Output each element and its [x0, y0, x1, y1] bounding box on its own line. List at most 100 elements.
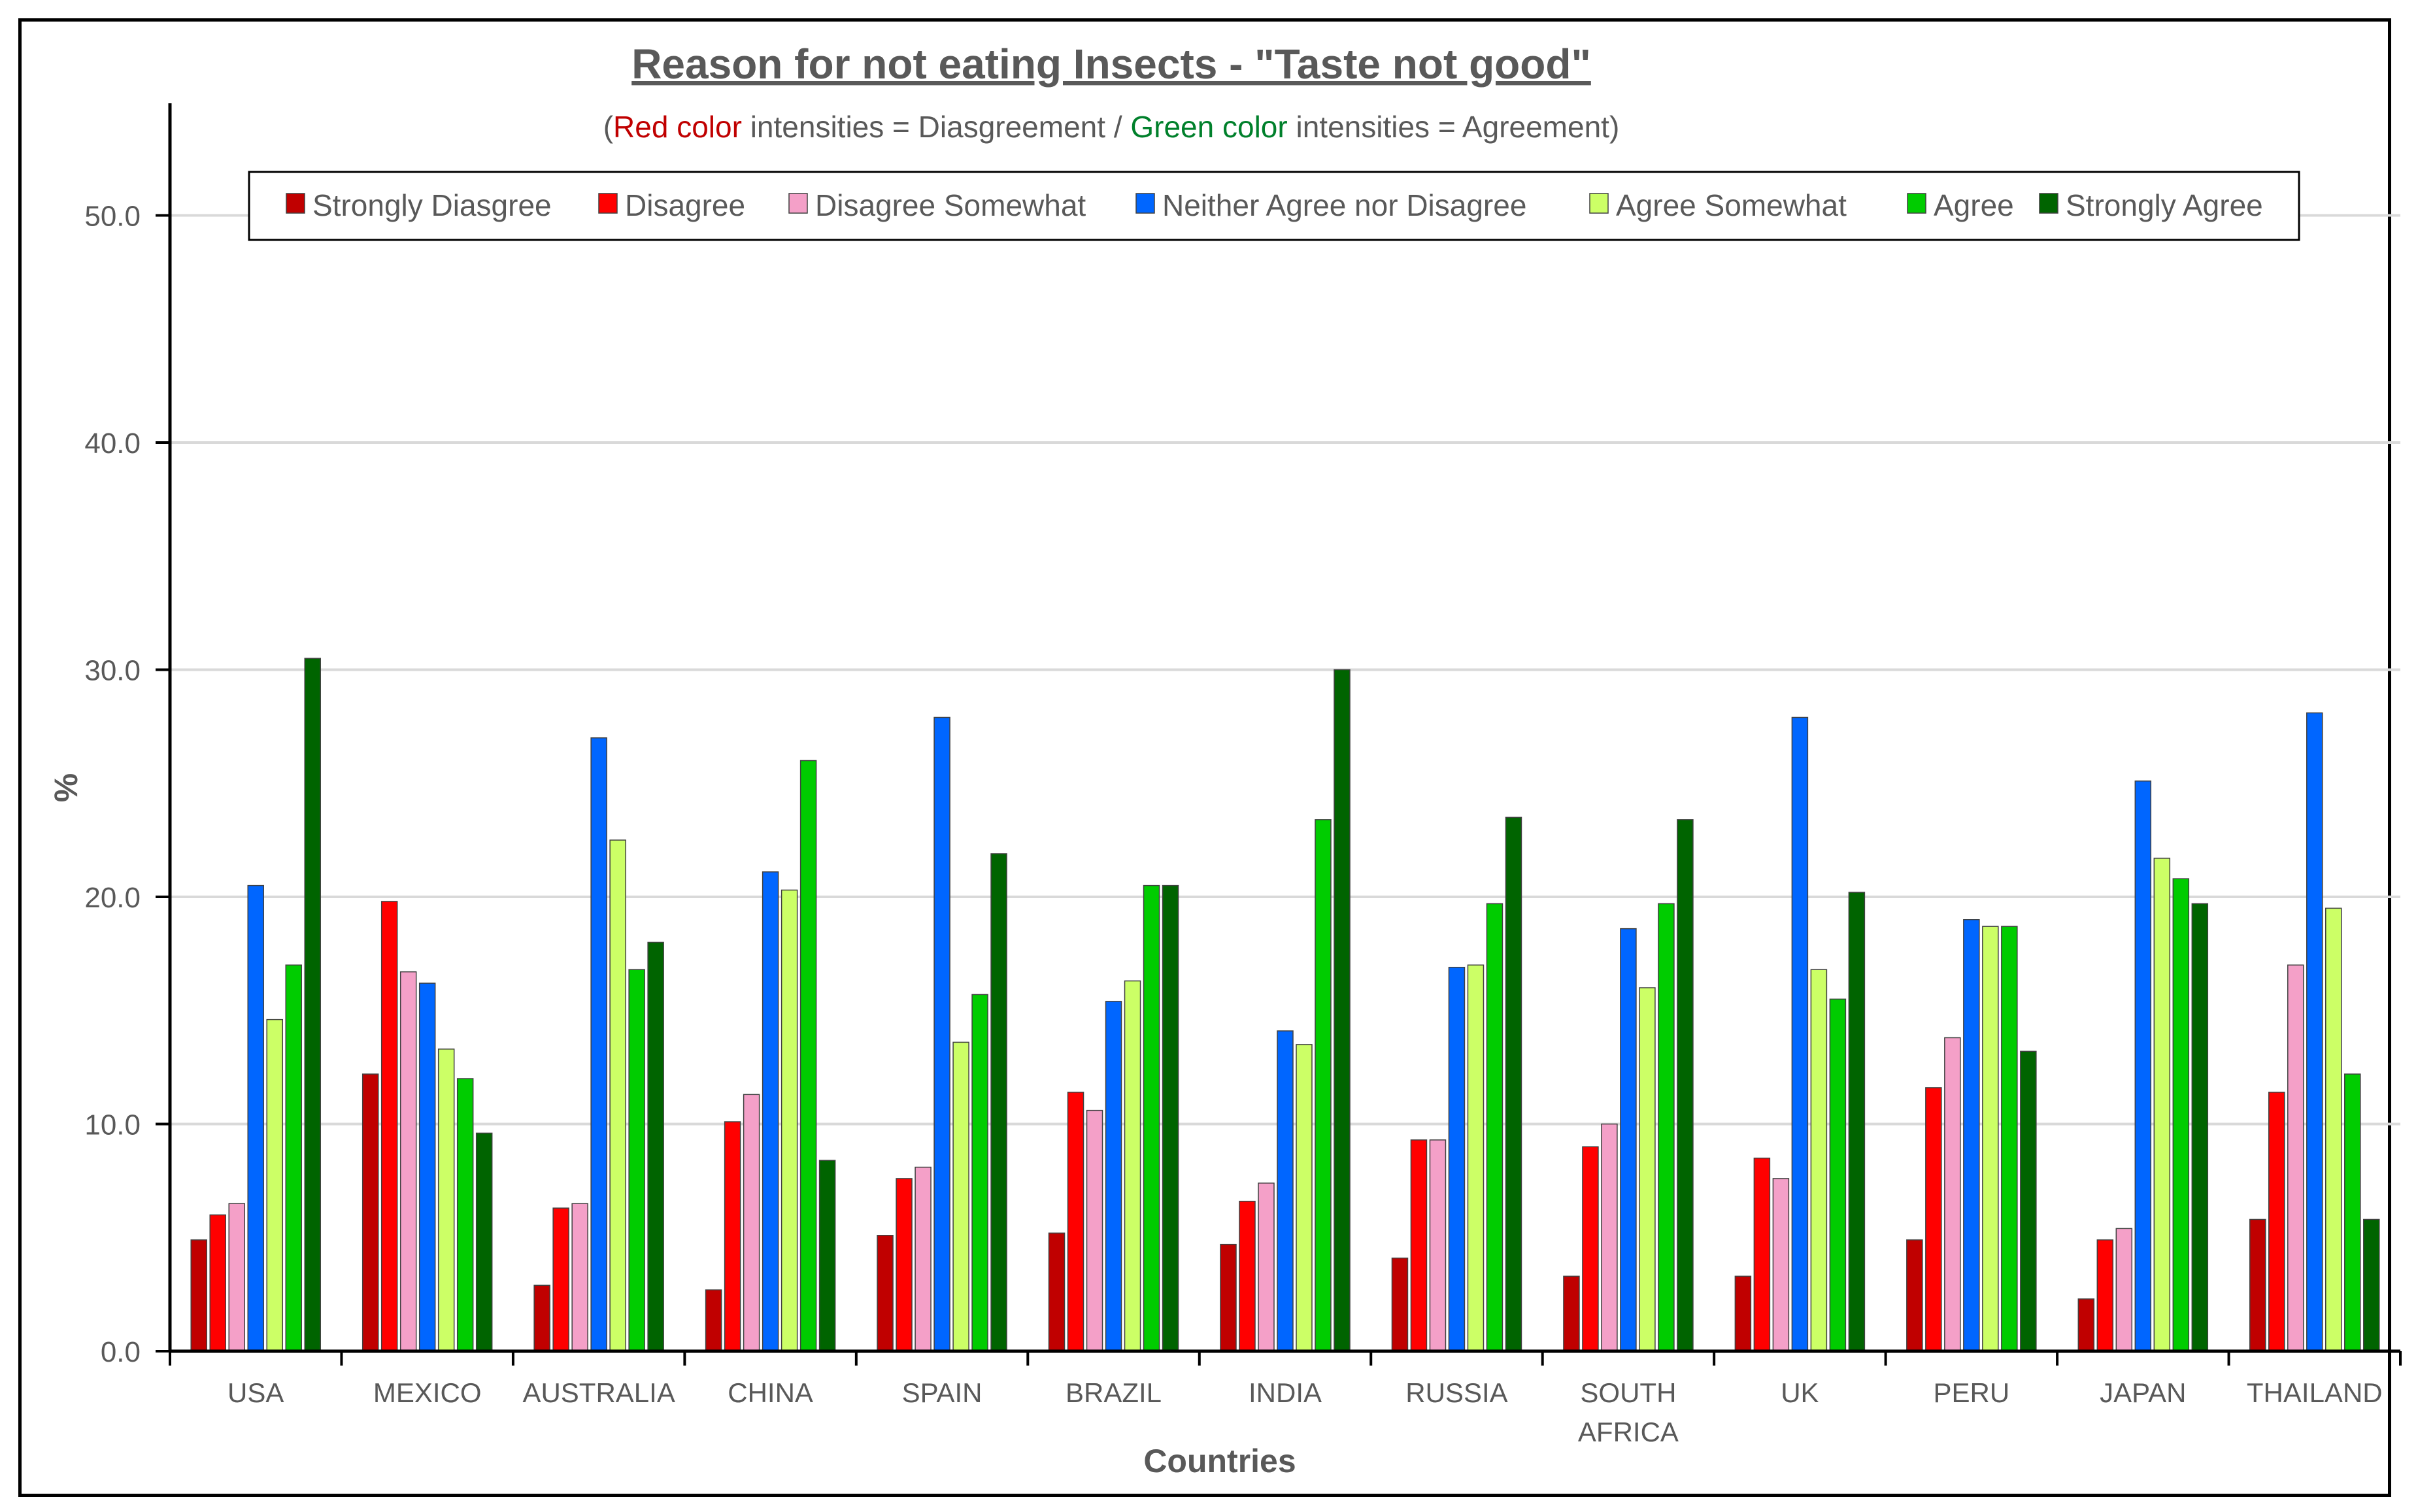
- bar: [1220, 1243, 1237, 1352]
- legend-label: Disagree Somewhat: [815, 188, 1086, 222]
- bar: [2325, 907, 2342, 1352]
- bar: [1486, 903, 1503, 1352]
- bar: [1448, 966, 1466, 1352]
- bar: [1105, 1001, 1122, 1352]
- bar: [1067, 1092, 1084, 1352]
- bar: [1086, 1109, 1103, 1352]
- bar: [1620, 928, 1637, 1352]
- bar: [705, 1289, 722, 1352]
- bar: [1601, 1123, 1618, 1352]
- bar: [228, 1203, 245, 1352]
- bar: [799, 760, 817, 1352]
- bar: [190, 1239, 207, 1352]
- legend-swatch: [1135, 193, 1155, 214]
- bar: [304, 658, 321, 1352]
- bar: [877, 1235, 894, 1352]
- y-tick-label: 20.0: [84, 882, 141, 914]
- bar: [1563, 1275, 1580, 1352]
- bar: [1582, 1146, 1599, 1352]
- bar: [571, 1203, 588, 1352]
- bar: [2306, 712, 2323, 1352]
- y-tick-label: 40.0: [84, 428, 141, 460]
- x-tick-label: UK: [1781, 1377, 1819, 1408]
- bar: [1124, 980, 1141, 1352]
- bar: [896, 1178, 913, 1352]
- bar: [1334, 669, 1351, 1352]
- bar: [552, 1207, 569, 1352]
- bar: [1505, 816, 1522, 1352]
- bar: [2115, 1228, 2133, 1352]
- bar: [1162, 884, 1179, 1352]
- x-tick-label: BRAZIL: [1066, 1377, 1162, 1408]
- bar: [533, 1285, 550, 1352]
- bar: [1296, 1044, 1313, 1352]
- bar: [1734, 1275, 1752, 1352]
- bar: [1639, 987, 1656, 1352]
- bar: [2249, 1218, 2266, 1352]
- bar: [762, 871, 779, 1352]
- axes: [156, 103, 2402, 1366]
- legend-box: [248, 171, 2300, 241]
- bar: [590, 737, 607, 1352]
- bar: [1810, 969, 1828, 1352]
- x-tick-label: MEXICO: [373, 1377, 482, 1408]
- bar: [933, 716, 950, 1352]
- bar: [266, 1018, 283, 1352]
- legend-swatch: [788, 193, 808, 214]
- bar: [1048, 1232, 1066, 1352]
- bar: [1658, 903, 1675, 1352]
- bar: [285, 964, 302, 1352]
- chart-title: Reason for not eating Insects - "Taste n…: [631, 41, 1591, 88]
- legend-label: Disagree: [625, 188, 745, 222]
- bar: [380, 901, 398, 1352]
- x-tick-label: INDIA: [1249, 1377, 1322, 1408]
- bar: [2077, 1298, 2095, 1352]
- x-tick-label: JAPAN: [2100, 1377, 2186, 1408]
- legend-label: Strongly Agree: [2066, 188, 2263, 222]
- bar: [1925, 1087, 1942, 1352]
- x-axis-label: Countries: [1143, 1443, 1296, 1479]
- bar: [1677, 819, 1694, 1352]
- legend-swatch: [598, 193, 618, 214]
- bar: [1277, 1030, 1294, 1352]
- chart-subtitle: (Red color intensities = Diasgreement / …: [603, 110, 1620, 144]
- bar: [743, 1094, 760, 1352]
- bar: [915, 1166, 932, 1352]
- x-tick-label: AUSTRALIA: [522, 1377, 675, 1408]
- bar: [437, 1049, 455, 1352]
- x-tick-label: AFRICA: [1578, 1417, 1679, 1447]
- y-tick-label: 50.0: [84, 201, 141, 233]
- x-tick-label: SOUTH: [1580, 1377, 1676, 1408]
- bar: [475, 1132, 493, 1352]
- subtitle-end: intensities = Agreement): [1288, 110, 1620, 144]
- bar: [1239, 1200, 1256, 1352]
- subtitle-green-text: Green color: [1130, 110, 1287, 144]
- subtitle-red-text: Red color: [613, 110, 742, 144]
- bar: [1258, 1183, 1275, 1352]
- bar: [1753, 1157, 1771, 1352]
- bar: [361, 1073, 379, 1352]
- y-tick-label: 10.0: [84, 1109, 141, 1141]
- bar: [818, 1160, 836, 1352]
- bar: [781, 889, 798, 1352]
- bar: [2287, 964, 2304, 1352]
- bar: [209, 1214, 226, 1352]
- legend-label: Neither Agree nor Disagree: [1162, 188, 1526, 222]
- bar: [2363, 1218, 2380, 1352]
- bar: [1906, 1239, 1923, 1352]
- bar: [418, 983, 436, 1352]
- y-axis-ticks: 0.0 10.0 20.0 30.0 40.0 50.0: [84, 201, 141, 1369]
- legend-swatch: [286, 193, 305, 214]
- gridlines: [170, 214, 2400, 1126]
- bar: [399, 971, 417, 1352]
- bar: [1467, 964, 1485, 1352]
- legend-swatch: [1589, 193, 1609, 214]
- bar: [247, 884, 264, 1352]
- x-axis-ticks: USA MEXICO AUSTRALIA CHINA SPAIN BRAZIL INDIA R…: [227, 1377, 2383, 1447]
- x-tick-label: THAILAND: [2247, 1377, 2383, 1408]
- bar: [2268, 1092, 2285, 1352]
- bar: [1772, 1178, 1790, 1352]
- x-tick-label: RUSSIA: [1405, 1377, 1507, 1408]
- bar: [1410, 1139, 1428, 1352]
